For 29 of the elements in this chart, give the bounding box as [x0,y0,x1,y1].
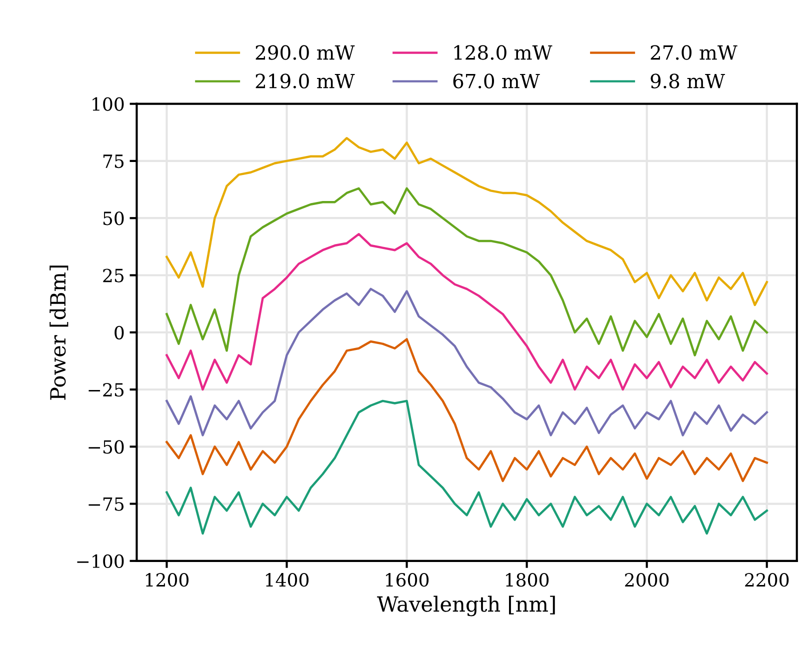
line-series [166,137,768,306]
legend-label: 290.0 mW [256,45,355,60]
x-tick-label: 1400 [266,573,309,587]
x-tick-label: 2200 [745,573,789,587]
y-tick-label: −25 [88,382,124,397]
x-tick-label: 1600 [386,573,429,587]
legend-label: 27.0 mW [650,45,738,60]
line-series [166,187,768,356]
line-series [166,400,768,535]
legend-label: 128.0 mW [454,45,552,60]
y-tick-label: −100 [77,554,124,568]
y-tick-label: 100 [92,97,124,111]
x-tick-label: 1800 [506,573,549,587]
legend-label: 219.0 mW [256,74,355,88]
line-series [166,288,768,436]
legend-label: 9.8 mW [650,74,725,88]
line-series [166,232,768,391]
y-tick-label: −75 [88,497,124,511]
line-series [166,338,768,482]
y-axis-title: Power [dBm] [50,266,68,400]
y-tick-label: 25 [103,268,124,282]
y-tick-label: 0 [114,326,124,340]
y-tick-label: 75 [103,154,124,168]
legend-label: 67.0 mW [453,74,540,88]
x-tick-label: 1200 [146,573,189,587]
y-tick-label: 50 [103,212,124,226]
x-tick-label: 2000 [625,573,669,587]
y-tick-label: −50 [88,440,124,454]
x-axis-title: Wavelength [nm] [377,596,555,616]
